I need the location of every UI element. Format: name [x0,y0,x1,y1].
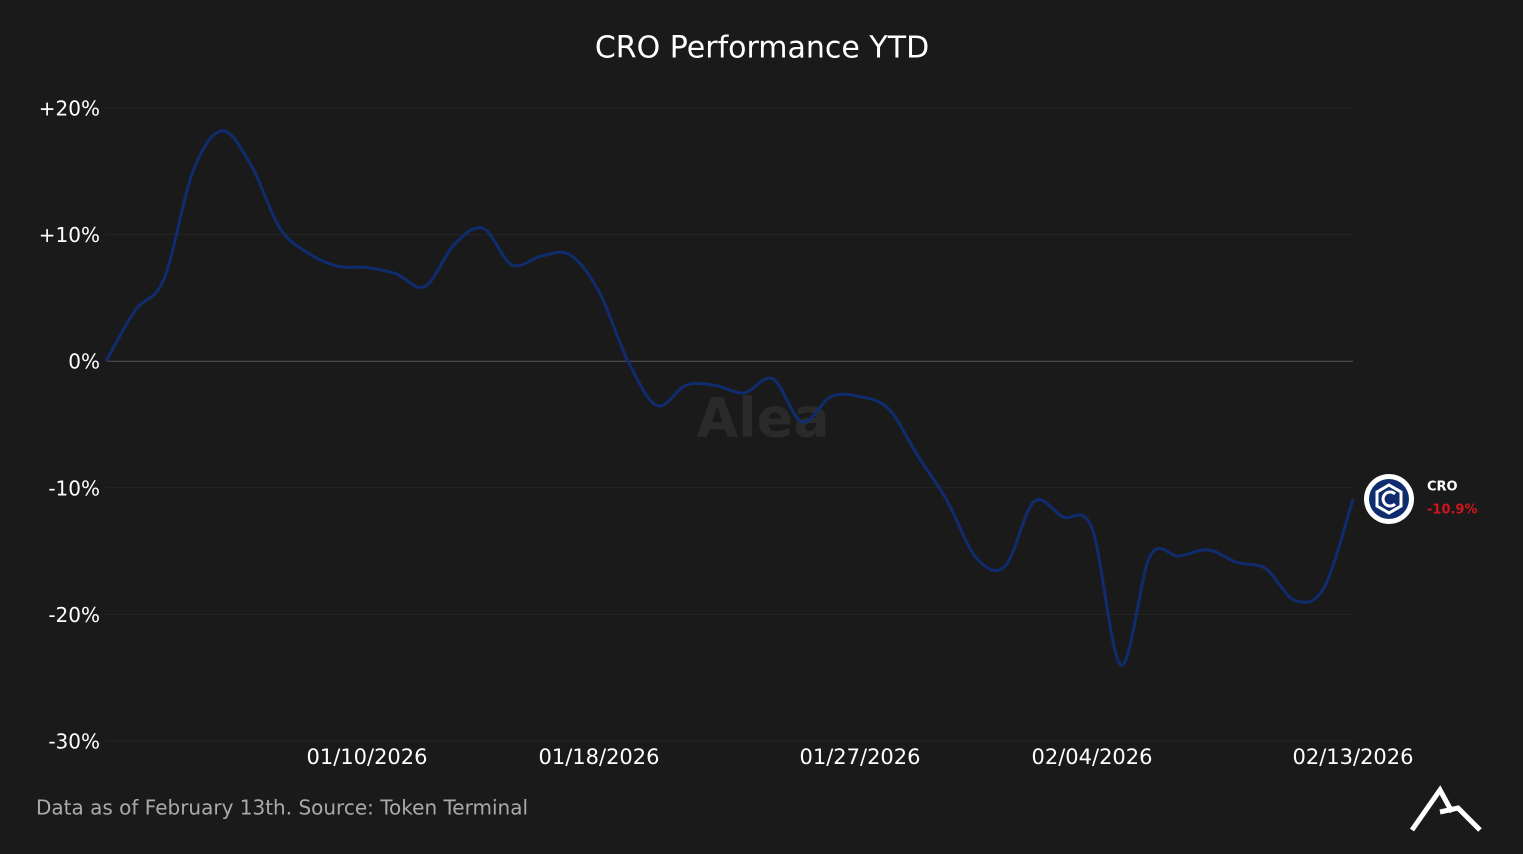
x-tick-label: 01/10/2026 [306,745,427,769]
y-tick-label: +20% [39,97,100,121]
y-tick-label: -20% [48,603,100,627]
chart-title: CRO Performance YTD [595,31,929,66]
y-tick-label: -30% [48,730,100,754]
cro-icon [1364,474,1414,524]
brand-logo [1409,785,1482,832]
y-tick-label: -10% [48,476,100,500]
x-tick-label: 01/18/2026 [538,745,659,769]
x-tick-label: 02/13/2026 [1292,745,1413,769]
watermark: Alea [696,387,829,450]
legend-label: CRO [1427,480,1458,495]
x-tick-label: 01/27/2026 [799,745,920,769]
y-tick-label: +10% [39,223,100,247]
x-tick-label: 02/04/2026 [1031,745,1152,769]
footnote: Data as of February 13th. Source: Token … [36,796,528,820]
series-line [104,129,1355,667]
value-label: -10.9% [1427,503,1478,518]
y-tick-label: 0% [68,350,100,374]
